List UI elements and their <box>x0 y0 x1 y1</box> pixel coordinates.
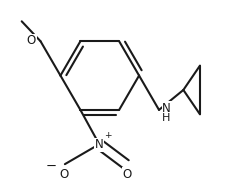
Text: H: H <box>162 113 171 123</box>
Text: O: O <box>27 34 36 47</box>
Text: −: − <box>46 160 57 173</box>
Text: +: + <box>104 131 112 140</box>
Text: O: O <box>122 168 132 181</box>
Text: N: N <box>95 138 104 151</box>
Text: O: O <box>60 168 69 181</box>
Text: N: N <box>162 102 171 115</box>
